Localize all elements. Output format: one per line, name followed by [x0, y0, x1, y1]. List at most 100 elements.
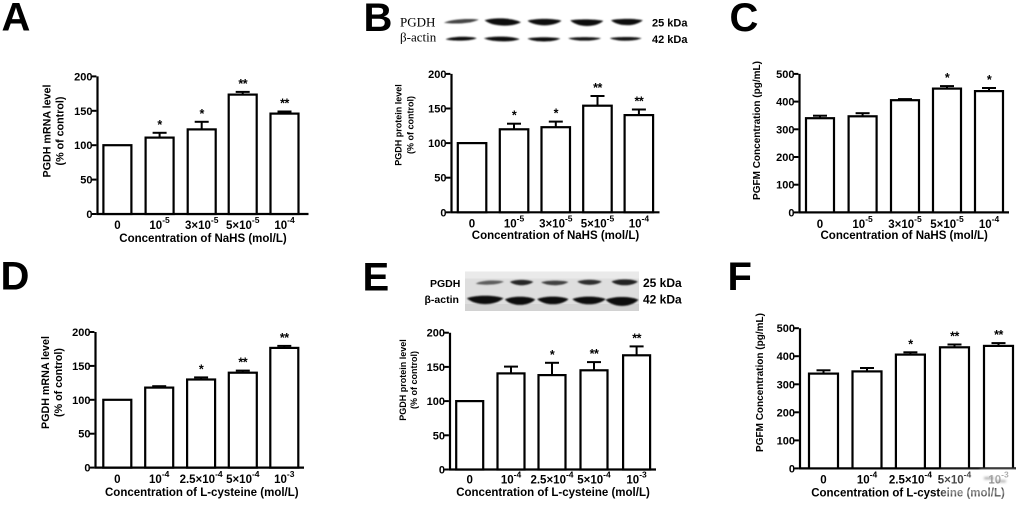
svg-text:10-4: 10-4 — [629, 214, 650, 231]
svg-text:3×10-5: 3×10-5 — [539, 214, 573, 231]
svg-text:10-4: 10-4 — [274, 215, 295, 232]
svg-text:10-4: 10-4 — [857, 470, 878, 487]
svg-text:C: C — [730, 0, 759, 40]
svg-text:50: 50 — [80, 175, 92, 187]
svg-text:**: ** — [238, 77, 247, 91]
svg-text:200: 200 — [74, 71, 92, 83]
svg-text:200: 200 — [427, 328, 445, 340]
svg-text:PGDH mRNA level: PGDH mRNA level — [40, 336, 52, 429]
svg-text:400: 400 — [777, 351, 795, 363]
svg-text:0: 0 — [469, 219, 475, 231]
svg-text:**: ** — [635, 95, 644, 109]
svg-text:5×10-4: 5×10-4 — [226, 469, 260, 486]
svg-text:42 kDa: 42 kDa — [652, 34, 688, 46]
svg-text:*: * — [987, 73, 992, 87]
svg-text:10-3: 10-3 — [274, 469, 295, 486]
svg-text:10-3: 10-3 — [626, 470, 647, 487]
svg-text:10-5: 10-5 — [149, 215, 170, 232]
svg-text:**: ** — [238, 356, 247, 370]
svg-text:**: ** — [280, 331, 289, 345]
svg-text:100: 100 — [427, 396, 445, 408]
svg-text:300: 300 — [776, 124, 794, 136]
svg-text:500: 500 — [776, 69, 794, 81]
svg-text:**: ** — [590, 347, 599, 361]
svg-text:2.5×10-4: 2.5×10-4 — [530, 470, 573, 487]
svg-text:0: 0 — [114, 474, 120, 486]
svg-text:0: 0 — [788, 207, 794, 219]
svg-text:Concentration of NaHS (mol/L): Concentration of NaHS (mol/L) — [821, 230, 989, 242]
svg-text:200: 200 — [428, 69, 446, 81]
svg-text:*: * — [554, 107, 559, 121]
svg-text:10-4: 10-4 — [979, 214, 1000, 231]
svg-text:PGFM Concentration (pg/mL): PGFM Concentration (pg/mL) — [752, 61, 763, 200]
svg-text:β-actin: β-actin — [400, 30, 437, 45]
svg-text:2.5×10-4: 2.5×10-4 — [180, 469, 223, 486]
svg-text:0: 0 — [820, 475, 826, 487]
svg-text:Concentration of NaHS (mol/L): Concentration of NaHS (mol/L) — [119, 233, 287, 245]
svg-text:PGDH protein level: PGDH protein level — [394, 84, 404, 166]
svg-text:0: 0 — [789, 463, 795, 475]
svg-text:5×10-5: 5×10-5 — [930, 214, 964, 231]
svg-text:10-5: 10-5 — [852, 214, 873, 231]
svg-text:PGDH: PGDH — [400, 15, 435, 30]
svg-text:D: D — [1, 255, 30, 299]
svg-text:Concentration of NaHS (mol/L): Concentration of NaHS (mol/L) — [472, 230, 640, 242]
svg-text:E: E — [363, 256, 390, 300]
svg-text:*: * — [157, 118, 162, 132]
svg-text:**: ** — [280, 97, 289, 111]
svg-text:*: * — [512, 109, 517, 123]
svg-text:10-5: 10-5 — [504, 214, 525, 231]
svg-text:3×10-5: 3×10-5 — [185, 215, 219, 232]
svg-text:100: 100 — [777, 435, 795, 447]
svg-text:0: 0 — [114, 220, 120, 232]
svg-text:400: 400 — [776, 97, 794, 109]
svg-text:500: 500 — [777, 323, 795, 335]
svg-text:PGDH: PGDH — [430, 278, 460, 290]
svg-text:Concentration of L-cysteine (m: Concentration of L-cysteine (mol/L) — [456, 487, 650, 499]
svg-text:200: 200 — [72, 327, 90, 339]
svg-text:(% of control): (% of control) — [409, 351, 419, 409]
svg-text:*: * — [908, 337, 913, 351]
svg-text:PGFM Concentration (pg/mL): PGFM Concentration (pg/mL) — [755, 313, 766, 452]
svg-text:2.5×10-4: 2.5×10-4 — [889, 470, 932, 487]
svg-text:50: 50 — [434, 173, 446, 185]
svg-text:0: 0 — [466, 475, 472, 487]
svg-text:42 kDa: 42 kDa — [643, 293, 682, 307]
svg-text:10-4: 10-4 — [149, 469, 170, 486]
svg-text:PGDH protein level: PGDH protein level — [398, 339, 408, 421]
svg-text:F: F — [728, 255, 752, 299]
svg-text:(% of control): (% of control) — [55, 96, 67, 165]
svg-text:5×10-5: 5×10-5 — [581, 214, 615, 231]
svg-text:*: * — [550, 348, 555, 362]
svg-text:0: 0 — [440, 207, 446, 219]
svg-text:0: 0 — [817, 219, 823, 231]
svg-text:150: 150 — [74, 106, 92, 118]
svg-text:200: 200 — [777, 407, 795, 419]
svg-text:Concentration of L-cysteine (m: Concentration of L-cysteine (mol/L) — [105, 487, 299, 499]
svg-text:100: 100 — [776, 180, 794, 192]
svg-text:100: 100 — [428, 138, 446, 150]
svg-text:100: 100 — [72, 395, 90, 407]
svg-text:(% of control): (% of control) — [406, 96, 416, 154]
svg-text:*: * — [945, 71, 950, 85]
svg-text:100: 100 — [74, 140, 92, 152]
svg-text:5×10-5: 5×10-5 — [226, 215, 260, 232]
svg-text:B: B — [364, 0, 393, 40]
svg-text:5×10-4: 5×10-4 — [577, 470, 611, 487]
svg-text:0: 0 — [84, 463, 90, 475]
svg-text:25 kDa: 25 kDa — [643, 276, 682, 290]
svg-text:25 kDa: 25 kDa — [652, 18, 688, 30]
svg-text:150: 150 — [428, 104, 446, 116]
svg-text:**: ** — [632, 331, 641, 345]
svg-text:50: 50 — [433, 430, 445, 442]
svg-text:**: ** — [994, 328, 1003, 342]
svg-text:150: 150 — [427, 362, 445, 374]
svg-text:0: 0 — [86, 209, 92, 221]
svg-text:0: 0 — [439, 465, 445, 477]
svg-text:A: A — [2, 0, 31, 40]
svg-text:β-actin: β-actin — [425, 294, 459, 306]
svg-text:(% of control): (% of control) — [53, 348, 65, 417]
svg-text:*: * — [200, 107, 205, 121]
svg-text:**: ** — [950, 330, 959, 344]
svg-text:50: 50 — [78, 429, 90, 441]
